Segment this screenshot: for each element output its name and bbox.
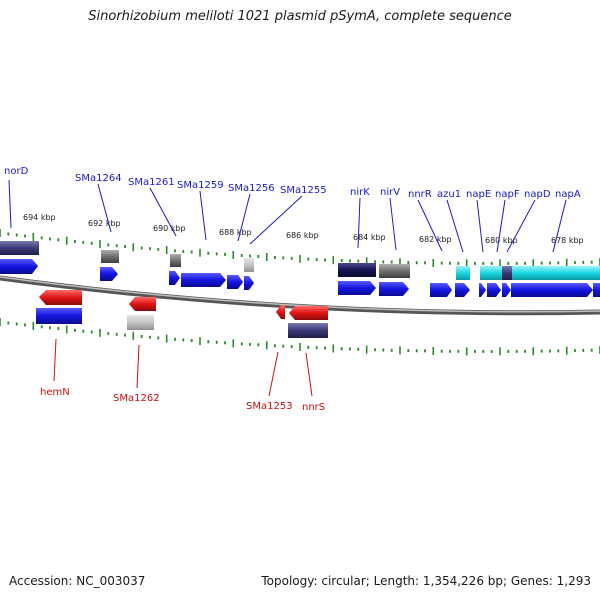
label-nord: norD <box>4 166 29 177</box>
gene-sma1253[interactable] <box>276 305 285 319</box>
leader-nirv <box>389 197 397 251</box>
gene-sma1259[interactable] <box>181 273 226 287</box>
reverse-labels: hemN SMa1262 SMa1253 nnrS <box>40 387 325 413</box>
upper-feature-blocks <box>0 241 600 280</box>
gene-nnrs[interactable] <box>289 306 328 320</box>
upper-scale-ticks <box>0 229 600 268</box>
label-sma1261: SMa1261 <box>128 177 175 188</box>
label-nirv: nirV <box>380 187 400 198</box>
label-azu1: azu1 <box>437 189 461 200</box>
leader-hemn <box>53 338 57 382</box>
leader-sma1262 <box>136 344 140 389</box>
reverse-genes <box>39 290 328 320</box>
lower-feature-blocks <box>36 308 328 338</box>
gene-nirk[interactable] <box>338 281 376 295</box>
plasmid-backbone-highlight <box>0 276 600 313</box>
leader-sma1253 <box>268 351 279 397</box>
label-napa: napA <box>555 189 581 200</box>
gene-sma1256[interactable] <box>227 275 243 289</box>
block-nirv-region <box>379 264 410 278</box>
leader-napf <box>496 199 506 253</box>
label-nnrs: nnrS <box>302 402 325 413</box>
block-sma1261-region <box>170 254 181 267</box>
leader-sma1259 <box>199 190 207 241</box>
scale-label-678: 678 kbp <box>551 236 584 245</box>
label-napf: napF <box>495 189 520 200</box>
forward-label-leaders <box>8 179 567 253</box>
gene-nord[interactable] <box>0 259 38 274</box>
scale-label-688: 688 kbp <box>219 228 252 237</box>
leader-nnrr <box>417 199 443 252</box>
gene-hemn[interactable] <box>39 290 82 305</box>
gene-napf[interactable] <box>487 283 501 297</box>
block-nnrs-navy <box>288 323 328 338</box>
gene-sma1261[interactable] <box>169 271 180 285</box>
gene-napa-tail[interactable] <box>593 283 600 297</box>
block-nirk-region <box>338 263 376 277</box>
scale-label-682: 682 kbp <box>419 235 452 244</box>
leader-napa <box>552 199 567 253</box>
label-nirk: nirK <box>350 187 370 198</box>
label-sma1255: SMa1255 <box>280 185 327 196</box>
leader-napd <box>506 199 536 253</box>
block-sma1262-gray <box>127 315 154 330</box>
scale-label-692: 692 kbp <box>88 219 121 228</box>
block-cyan-nap <box>480 266 600 280</box>
leader-azu1 <box>446 199 464 253</box>
block-sma1264-region <box>101 250 119 263</box>
label-sma1253: SMa1253 <box>246 401 293 412</box>
leader-sma1255 <box>249 195 303 245</box>
label-nape: napE <box>466 189 491 200</box>
gene-sma1264[interactable] <box>100 267 118 281</box>
scale-labels: 694 kbp 692 kbp 690 kbp 688 kbp 686 kbp … <box>23 213 584 245</box>
label-hemn: hemN <box>40 387 70 398</box>
leader-sma1256 <box>237 193 251 242</box>
leader-nirk <box>357 197 361 249</box>
leader-nape <box>476 199 484 253</box>
scale-label-694: 694 kbp <box>23 213 56 222</box>
leader-sma1261 <box>149 187 177 237</box>
scale-label-686: 686 kbp <box>286 231 319 240</box>
block-nord-region <box>0 241 39 255</box>
block-cyan-azu1 <box>456 266 470 280</box>
label-sma1256: SMa1256 <box>228 183 275 194</box>
accession-text: Accession: NC_003037 <box>9 574 146 588</box>
scale-label-684: 684 kbp <box>353 233 386 242</box>
reverse-label-leaders <box>53 338 313 397</box>
block-sma1256-region <box>244 258 254 272</box>
label-nnrr: nnrR <box>408 189 432 200</box>
gene-nape[interactable] <box>479 283 486 297</box>
gene-napd[interactable] <box>502 283 511 297</box>
lower-scale-ticks <box>0 318 600 356</box>
forward-genes <box>0 259 600 297</box>
scale-label-690: 690 kbp <box>153 224 186 233</box>
forward-labels: norD SMa1264 SMa1261 SMa1259 SMa1256 SMa… <box>4 166 581 200</box>
label-sma1262: SMa1262 <box>113 393 160 404</box>
gene-nnrr[interactable] <box>430 283 452 297</box>
leader-nord <box>8 179 12 229</box>
block-napf-mark <box>502 266 512 280</box>
gene-sma1262[interactable] <box>129 297 156 311</box>
scale-label-680: 680 kbp <box>485 236 518 245</box>
gene-nirv[interactable] <box>379 282 409 296</box>
gene-azu1[interactable] <box>455 283 470 297</box>
topology-summary: Topology: circular; Length: 1,354,226 bp… <box>261 574 591 588</box>
label-napd: napD <box>524 189 551 200</box>
map-title: Sinorhizobium meliloti 1021 plasmid pSym… <box>88 9 512 24</box>
label-sma1264: SMa1264 <box>75 173 122 184</box>
gene-sma1255[interactable] <box>244 276 254 290</box>
leader-sma1264 <box>97 183 112 233</box>
leader-nnrs <box>305 352 313 397</box>
block-hemn-blue <box>36 308 82 324</box>
label-sma1259: SMa1259 <box>177 180 224 191</box>
gene-napa[interactable] <box>511 283 593 297</box>
